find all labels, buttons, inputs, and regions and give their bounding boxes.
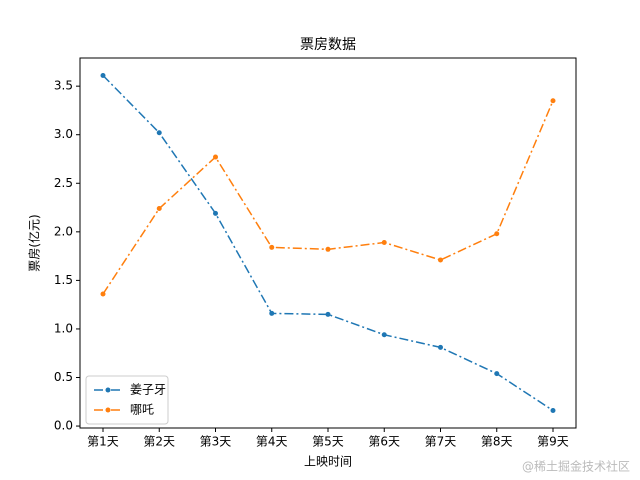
legend-label: 哪吒: [130, 403, 154, 417]
x-tick-label: 第9天: [537, 435, 569, 449]
point: [438, 257, 443, 263]
y-tick-label: 1.5: [54, 273, 73, 287]
y-tick-label: 2.5: [54, 176, 73, 190]
point: [494, 371, 500, 377]
x-tick-label: 第5天: [312, 435, 344, 449]
y-tick-label: 1.0: [54, 321, 73, 335]
point: [438, 344, 443, 350]
point: [381, 240, 387, 246]
y-tick-label: 3.0: [54, 127, 73, 141]
legend-marker: [105, 387, 111, 393]
x-tick-label: 第3天: [200, 435, 232, 449]
watermark: @稀土掘金技术社区: [522, 459, 630, 474]
y-tick-label: 0.0: [54, 419, 73, 433]
point: [550, 408, 556, 414]
point: [213, 154, 218, 160]
point: [156, 130, 162, 136]
x-tick-label: 第7天: [425, 435, 457, 449]
point: [269, 244, 275, 250]
y-tick-label: 3.5: [54, 79, 73, 93]
y-tick-label: 2.0: [54, 224, 73, 238]
y-tick-label: 0.5: [54, 370, 73, 384]
point: [325, 246, 331, 252]
point: [156, 206, 162, 212]
x-tick-label: 第4天: [256, 435, 288, 449]
x-tick-label: 第2天: [143, 435, 175, 449]
point: [100, 72, 106, 78]
point: [325, 311, 331, 317]
point: [494, 231, 500, 237]
point: [381, 332, 387, 338]
x-tick-label: 第8天: [481, 435, 513, 449]
x-tick-label: 第1天: [87, 435, 119, 449]
x-tick-label: 第6天: [368, 435, 400, 449]
point: [213, 210, 218, 216]
point: [100, 291, 106, 297]
legend-label: 姜子牙: [130, 383, 166, 397]
chart-title: 票房数据: [300, 37, 356, 53]
point: [269, 310, 275, 316]
legend-marker: [105, 407, 111, 413]
y-axis-label: 票房(亿元): [27, 214, 42, 271]
x-axis-label: 上映时间: [304, 455, 352, 469]
point: [550, 98, 556, 104]
